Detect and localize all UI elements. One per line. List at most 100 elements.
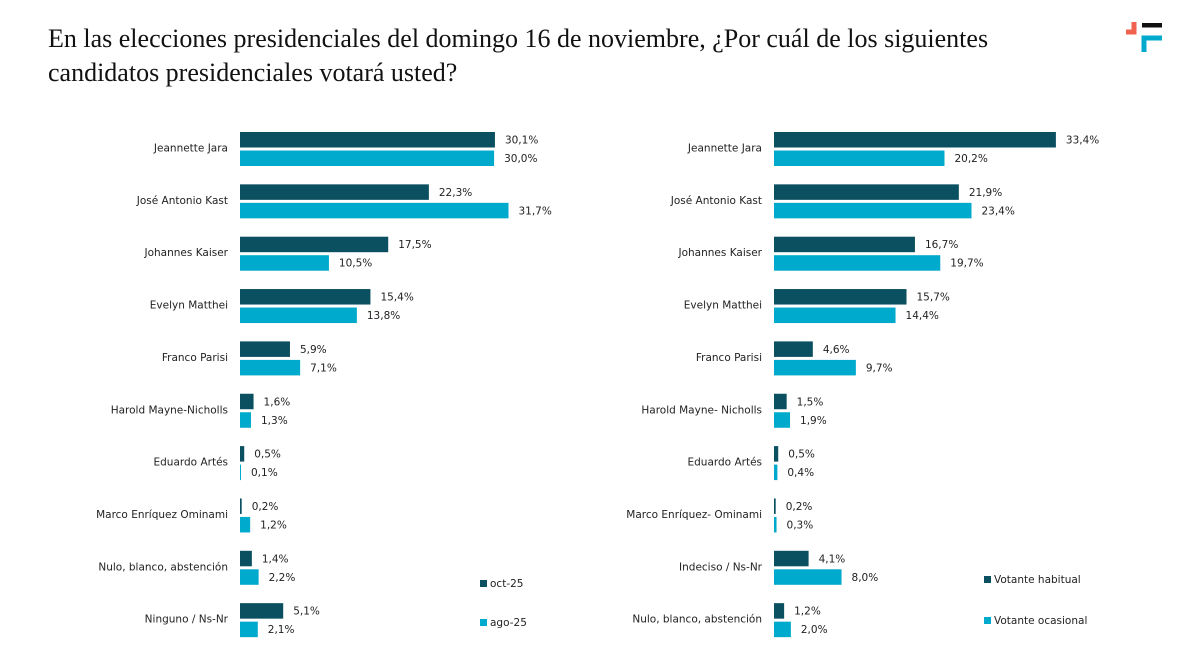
bar	[240, 569, 259, 585]
bar	[774, 307, 896, 324]
data-label: 21,9%	[969, 187, 1002, 199]
category-label: Marco Enríquez- Ominami	[626, 509, 762, 521]
category-label: Eduardo Artés	[688, 457, 763, 469]
bar	[774, 569, 842, 585]
legend-label: Votante ocasional	[994, 615, 1087, 627]
bar	[240, 132, 495, 148]
category-label: Jeannette Jara	[153, 143, 228, 155]
bar	[240, 359, 301, 376]
legend-label: ago-25	[490, 617, 527, 629]
logo-black-mark	[1142, 23, 1162, 28]
data-label: 1,3%	[261, 415, 288, 427]
page-title: En las elecciones presidenciales del dom…	[48, 24, 989, 87]
data-label: 5,9%	[300, 344, 327, 356]
data-label: 5,1%	[293, 606, 320, 618]
legend-swatch	[984, 617, 991, 624]
data-label: 19,7%	[950, 258, 983, 270]
legend-swatch	[480, 619, 487, 626]
bar	[774, 603, 785, 619]
chart-right: Jeannette Jara 33,4% 20,2% José Antonio Kas…	[626, 132, 1099, 638]
bar	[774, 498, 776, 514]
data-label: 31,7%	[518, 205, 551, 217]
bar	[774, 341, 813, 357]
bar	[774, 359, 856, 376]
category-label: José Antonio Kast	[136, 195, 228, 207]
data-label: 1,9%	[800, 415, 827, 427]
bar	[240, 307, 357, 324]
bar	[774, 550, 809, 567]
category-label: Nulo, blanco, abstención	[632, 614, 762, 626]
data-label: 30,0%	[504, 153, 537, 165]
category-label: José Antonio Kast	[670, 195, 762, 207]
bar	[240, 255, 329, 271]
data-label: 16,7%	[925, 239, 958, 251]
bar	[240, 184, 429, 200]
legend-swatch	[480, 580, 487, 587]
bar	[240, 150, 495, 166]
data-label: 7,1%	[310, 362, 337, 374]
category-label: Evelyn Matthei	[150, 300, 228, 312]
bar	[240, 446, 245, 462]
data-label: 0,2%	[252, 501, 279, 513]
bar	[240, 202, 509, 219]
bar	[774, 255, 941, 271]
data-label: 1,2%	[260, 519, 287, 531]
bar	[774, 412, 791, 428]
data-label: 0,3%	[787, 519, 814, 531]
category-label: Ninguno / Ns-Nr	[145, 614, 229, 626]
data-label: 2,0%	[801, 624, 828, 636]
data-label: 13,8%	[367, 310, 400, 322]
category-label: Indeciso / Ns-Nr	[679, 561, 763, 573]
data-label: 20,2%	[954, 153, 987, 165]
category-label: Harold Mayne-Nicholls	[111, 404, 228, 416]
bar	[774, 202, 972, 219]
data-label: 17,5%	[398, 239, 431, 251]
category-label: Marco Enríquez Ominami	[96, 509, 228, 521]
bar	[240, 412, 252, 428]
data-label: 1,4%	[262, 553, 289, 565]
bar	[774, 516, 777, 533]
category-label: Nulo, blanco, abstención	[98, 561, 228, 573]
category-label: Johannes Kaiser	[678, 247, 763, 259]
legend-label: oct-25	[490, 578, 523, 590]
data-label: 1,5%	[797, 396, 824, 408]
data-label: 8,0%	[852, 572, 879, 584]
data-label: 0,5%	[254, 449, 281, 461]
bar	[240, 621, 258, 638]
bar	[240, 498, 242, 514]
bar	[240, 603, 284, 619]
data-label: 22,3%	[439, 187, 472, 199]
bar	[774, 150, 945, 166]
category-label: Evelyn Matthei	[684, 300, 762, 312]
bar	[774, 464, 778, 481]
logo-icon	[1126, 22, 1162, 52]
data-label: 0,1%	[251, 467, 278, 479]
chart-left: Jeannette Jara 30,1% 30,0% José Antonio Kas…	[96, 132, 552, 638]
bar	[774, 289, 907, 305]
data-label: 1,6%	[264, 396, 291, 408]
data-label: 33,4%	[1066, 135, 1099, 147]
bar	[240, 236, 389, 253]
category-label: Eduardo Artés	[154, 457, 229, 469]
data-label: 15,7%	[917, 292, 950, 304]
category-label: Franco Parisi	[696, 352, 762, 364]
category-label: Harold Mayne- Nicholls	[641, 404, 762, 416]
bar	[240, 464, 241, 481]
bar	[774, 132, 1056, 148]
legend-swatch	[984, 576, 991, 583]
bar	[774, 621, 791, 638]
data-label: 0,5%	[788, 449, 815, 461]
data-label: 1,2%	[794, 606, 821, 618]
data-label: 23,4%	[981, 205, 1014, 217]
data-label: 9,7%	[866, 362, 893, 374]
bar	[240, 393, 254, 410]
data-label: 15,4%	[380, 292, 413, 304]
category-label: Johannes Kaiser	[144, 247, 229, 259]
data-label: 2,1%	[268, 624, 295, 636]
category-label: Jeannette Jara	[687, 143, 762, 155]
data-label: 30,1%	[505, 135, 538, 147]
data-label: 14,4%	[906, 310, 939, 322]
data-label: 10,5%	[339, 258, 372, 270]
logo-red-mark	[1126, 22, 1137, 35]
